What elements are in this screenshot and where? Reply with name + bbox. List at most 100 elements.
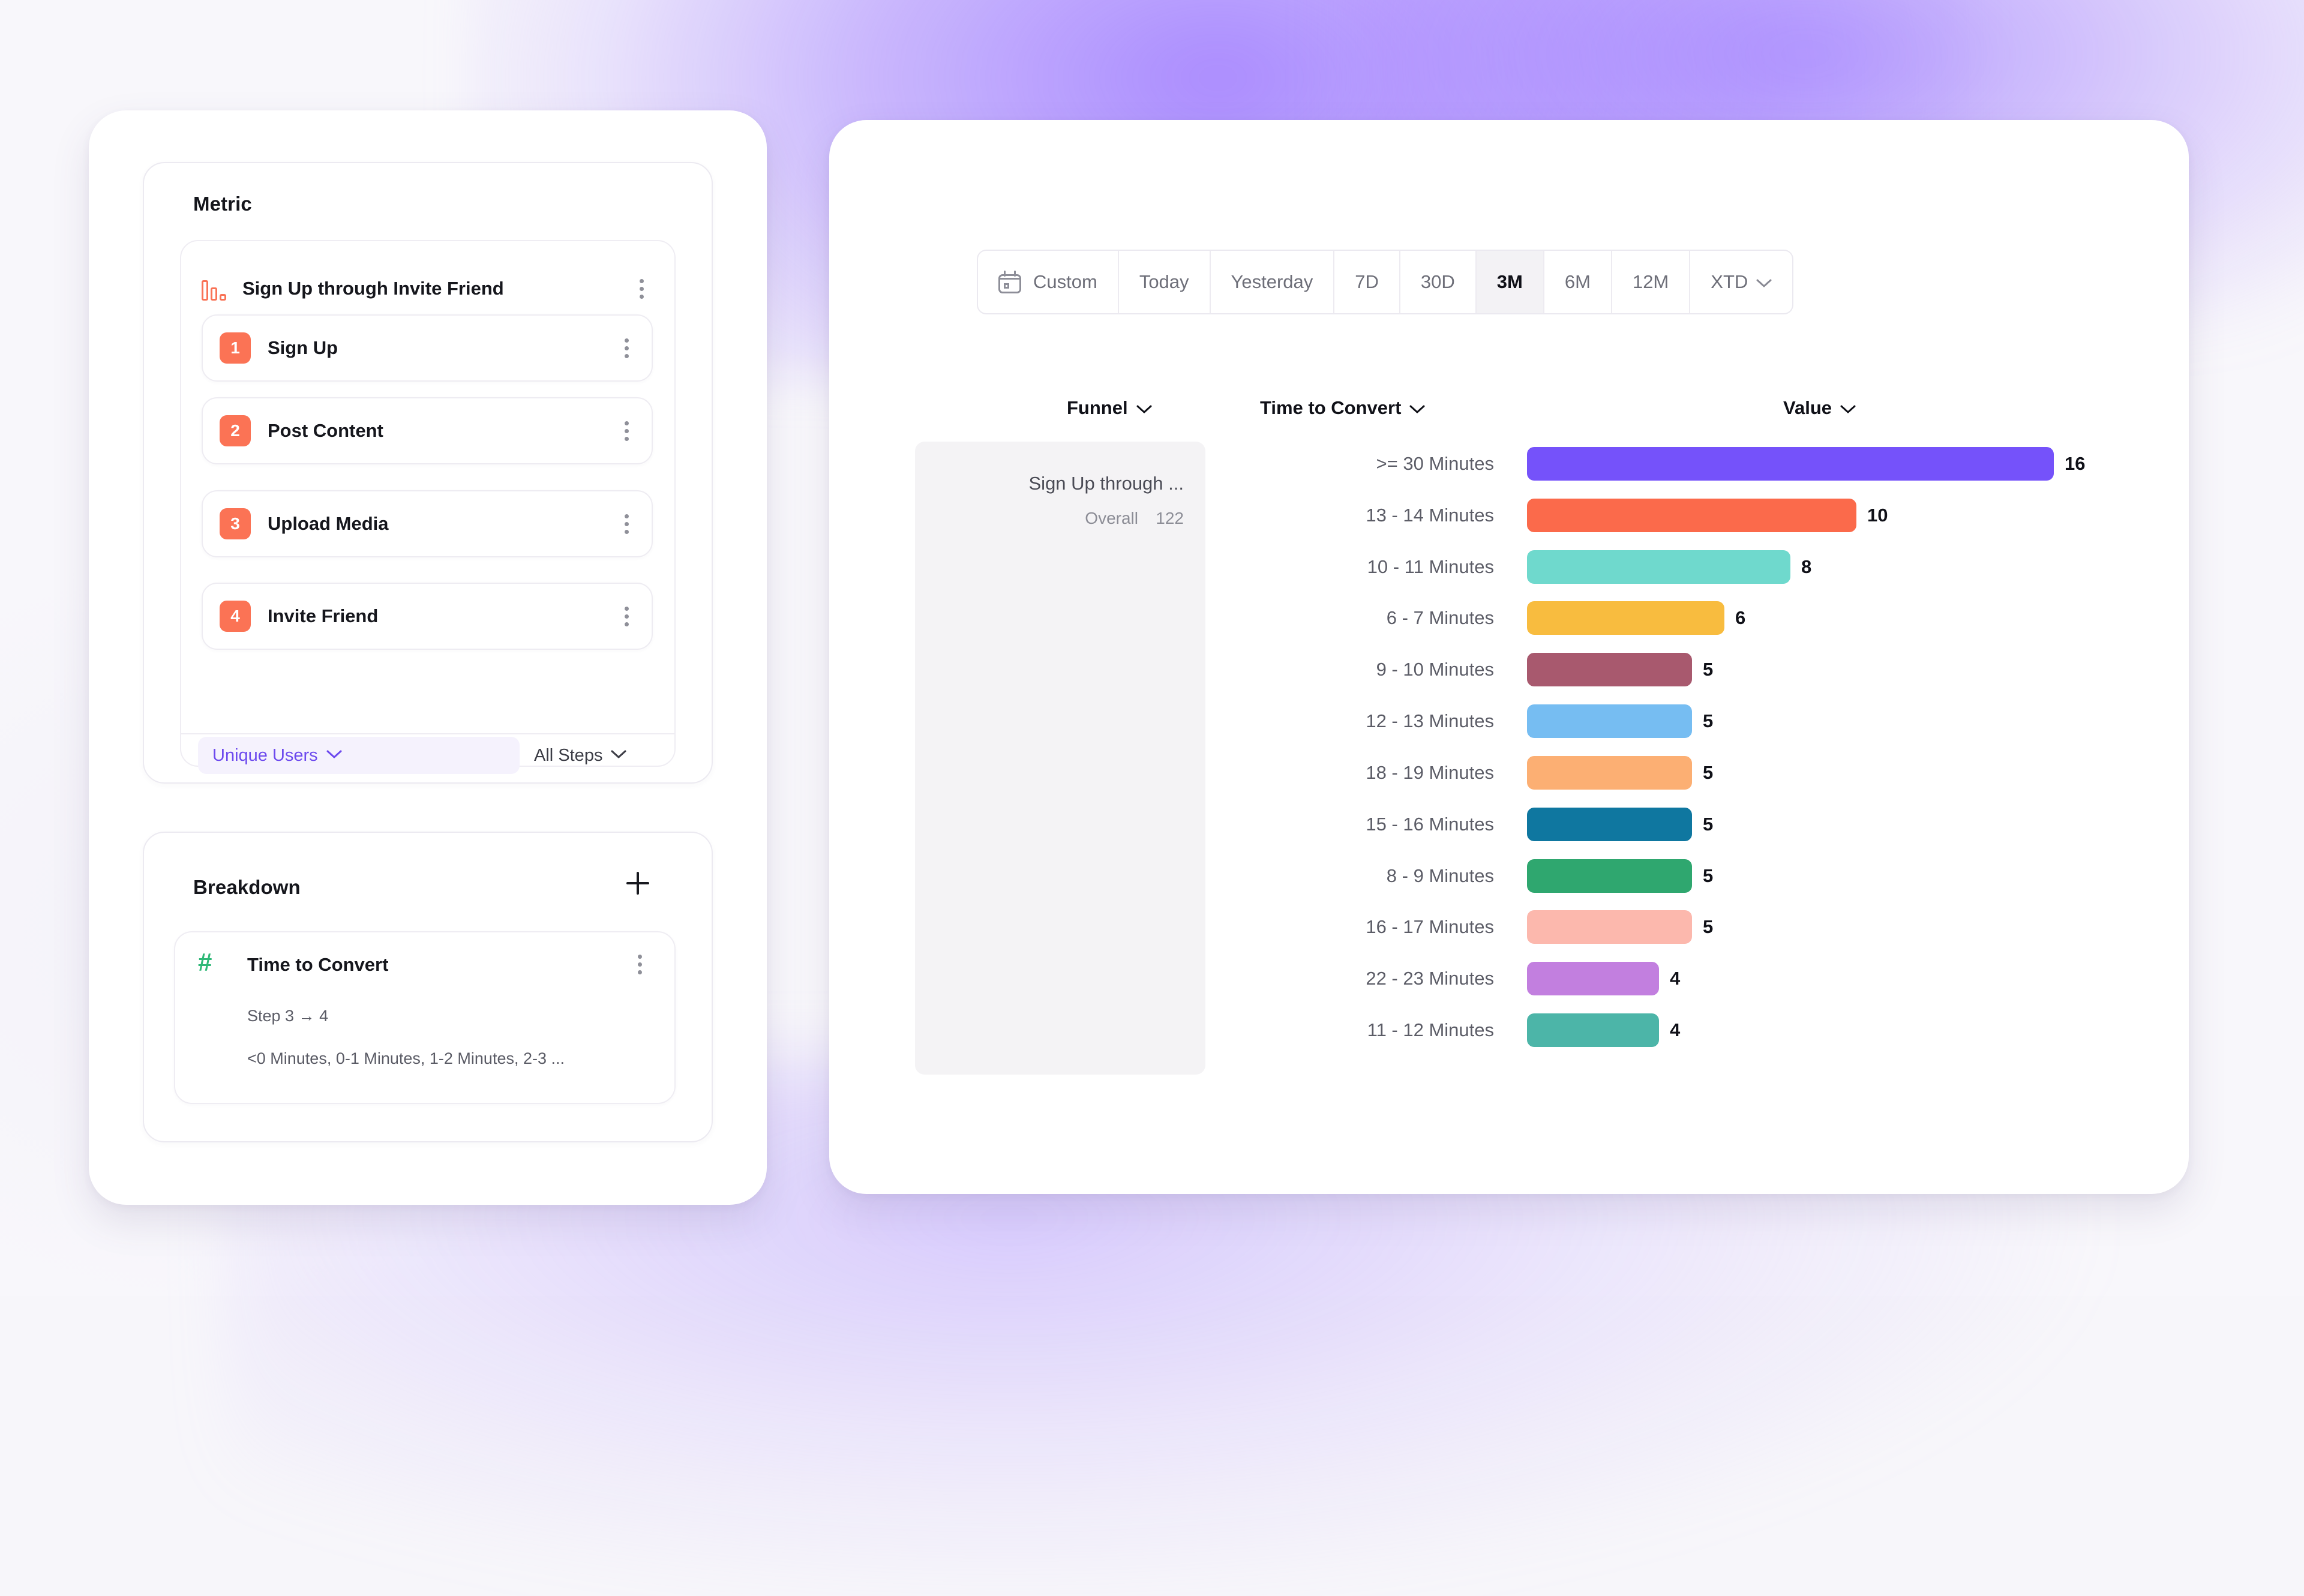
bar-value-label: 5 [1703,710,1714,731]
bar[interactable] [1527,756,1692,790]
metric-card-title: Metric [193,193,252,215]
date-range-toolbar[interactable]: Custom Today Yesterday 7D 30D 3M 6M 12M … [977,250,1794,314]
bar-value-label: 8 [1801,556,1812,577]
date-range-option-label: Yesterday [1231,271,1313,292]
step-label: Sign Up [268,337,338,358]
bar[interactable] [1527,499,1856,532]
chevron-down-icon [611,749,626,762]
bar-value-label: 6 [1735,607,1746,628]
date-range-option-label: 30D [1420,271,1455,292]
date-range-custom-label: Custom [1033,271,1097,292]
column-header-value[interactable]: Value [1783,397,1856,419]
metric-funnel-header[interactable]: Sign Up through Invite Friend [198,259,658,318]
column-header-time-to-convert[interactable]: Time to Convert [1260,397,1425,419]
column-header-time-to-convert-label: Time to Convert [1260,397,1402,418]
funnel-summary-overall-value: 122 [1156,509,1184,527]
bar-category-label: 13 - 14 Minutes [1366,505,1494,526]
bar-value-label: 5 [1703,865,1714,886]
date-range-7d[interactable]: 7D [1334,251,1400,313]
bar-category-label: 6 - 7 Minutes [1386,607,1494,628]
step-number-badge: 3 [220,508,251,539]
bar-value-label: 4 [1670,1019,1681,1040]
step-filter-dropdown[interactable]: All Steps [534,737,626,774]
bar[interactable] [1527,704,1692,738]
step-label: Upload Media [268,513,389,534]
step-label: Post Content [268,420,383,441]
date-range-xtd[interactable]: XTD [1690,251,1792,313]
counting-method-label: Unique Users [212,745,318,765]
chevron-down-icon [326,749,342,762]
date-range-option-label: 3M [1496,271,1523,292]
date-range-option-label: XTD [1711,271,1748,292]
bar[interactable] [1527,859,1692,893]
bar-category-label: 11 - 12 Minutes [1367,1019,1494,1040]
column-header-value-label: Value [1783,397,1832,418]
bar-category-label: >= 30 Minutes [1376,453,1494,474]
bar[interactable] [1527,1013,1659,1047]
date-range-6m[interactable]: 6M [1544,251,1612,313]
bar-value-label: 16 [2065,453,2086,474]
breakdown-item-kebab-icon[interactable] [628,950,652,978]
metric-footer-divider [181,733,674,767]
date-range-12m[interactable]: 12M [1612,251,1691,313]
bar-value-label: 4 [1670,968,1681,989]
date-range-option-label: Today [1139,271,1189,292]
date-range-option-label: 12M [1632,271,1669,292]
calendar-icon [998,271,1021,293]
metric-step-row[interactable]: 2 Post Content [202,397,653,464]
step-kebab-icon[interactable] [614,417,638,445]
breakdown-card-title: Breakdown [193,876,301,898]
breakdown-item-step-range: Step 3 → 4 [247,1007,329,1025]
breakdown-item[interactable] [174,931,676,1104]
bar-value-label: 5 [1703,659,1714,680]
step-number-badge: 1 [220,332,251,364]
bar[interactable] [1527,550,1790,584]
bar-value-label: 5 [1703,762,1714,783]
step-label: Invite Friend [268,605,379,626]
bar-category-label: 18 - 19 Minutes [1366,762,1494,783]
bar[interactable] [1527,808,1692,841]
bar[interactable] [1527,910,1692,944]
counting-method-dropdown[interactable]: Unique Users [198,737,520,774]
chevron-down-icon [1409,397,1425,419]
bar-value-label: 5 [1703,814,1714,835]
date-range-yesterday[interactable]: Yesterday [1211,251,1335,313]
date-range-option-label: 6M [1564,271,1591,292]
add-breakdown-button[interactable] [621,866,655,900]
step-filter-label: All Steps [534,745,603,765]
step-kebab-icon[interactable] [614,334,638,362]
funnel-summary-name: Sign Up through ... [1028,473,1184,494]
bar-category-label: 12 - 13 Minutes [1366,710,1494,731]
metric-step-row[interactable]: 3 Upload Media [202,490,653,557]
bar-category-label: 22 - 23 Minutes [1366,968,1494,989]
date-range-today[interactable]: Today [1119,251,1211,313]
date-range-3m[interactable]: 3M [1476,251,1544,313]
bar[interactable] [1527,962,1659,995]
step-kebab-icon[interactable] [614,510,638,538]
date-range-30d[interactable]: 30D [1400,251,1477,313]
bar[interactable] [1527,653,1692,686]
funnel-summary-overall-label: Overall [1085,509,1138,527]
breakdown-item-values: <0 Minutes, 0-1 Minutes, 1-2 Minutes, 2-… [247,1049,565,1067]
chevron-down-icon [1756,271,1772,293]
metric-step-row[interactable]: 1 Sign Up [202,314,653,382]
bar[interactable] [1527,447,2054,481]
step-number-badge: 2 [220,415,251,446]
funnel-summary-box[interactable]: Sign Up through ... Overall 122 [915,442,1205,1075]
breakdown-item-label: Time to Convert [247,954,389,975]
bar-chart-icon [202,277,229,301]
bar-category-label: 15 - 16 Minutes [1366,814,1494,835]
metric-step-row[interactable]: 4 Invite Friend [202,583,653,650]
column-header-funnel-label: Funnel [1067,397,1128,418]
bar-category-label: 9 - 10 Minutes [1376,659,1494,680]
step-number-badge: 4 [220,601,251,632]
metric-funnel-kebab-icon[interactable] [629,275,653,302]
bar-category-label: 16 - 17 Minutes [1366,916,1494,937]
bar-category-label: 8 - 9 Minutes [1386,865,1494,886]
date-range-option-label: 7D [1355,271,1379,292]
column-header-funnel[interactable]: Funnel [1067,397,1152,419]
step-kebab-icon[interactable] [614,602,638,630]
chevron-down-icon [1840,397,1856,419]
bar[interactable] [1527,601,1724,635]
date-range-custom[interactable]: Custom [978,251,1119,313]
